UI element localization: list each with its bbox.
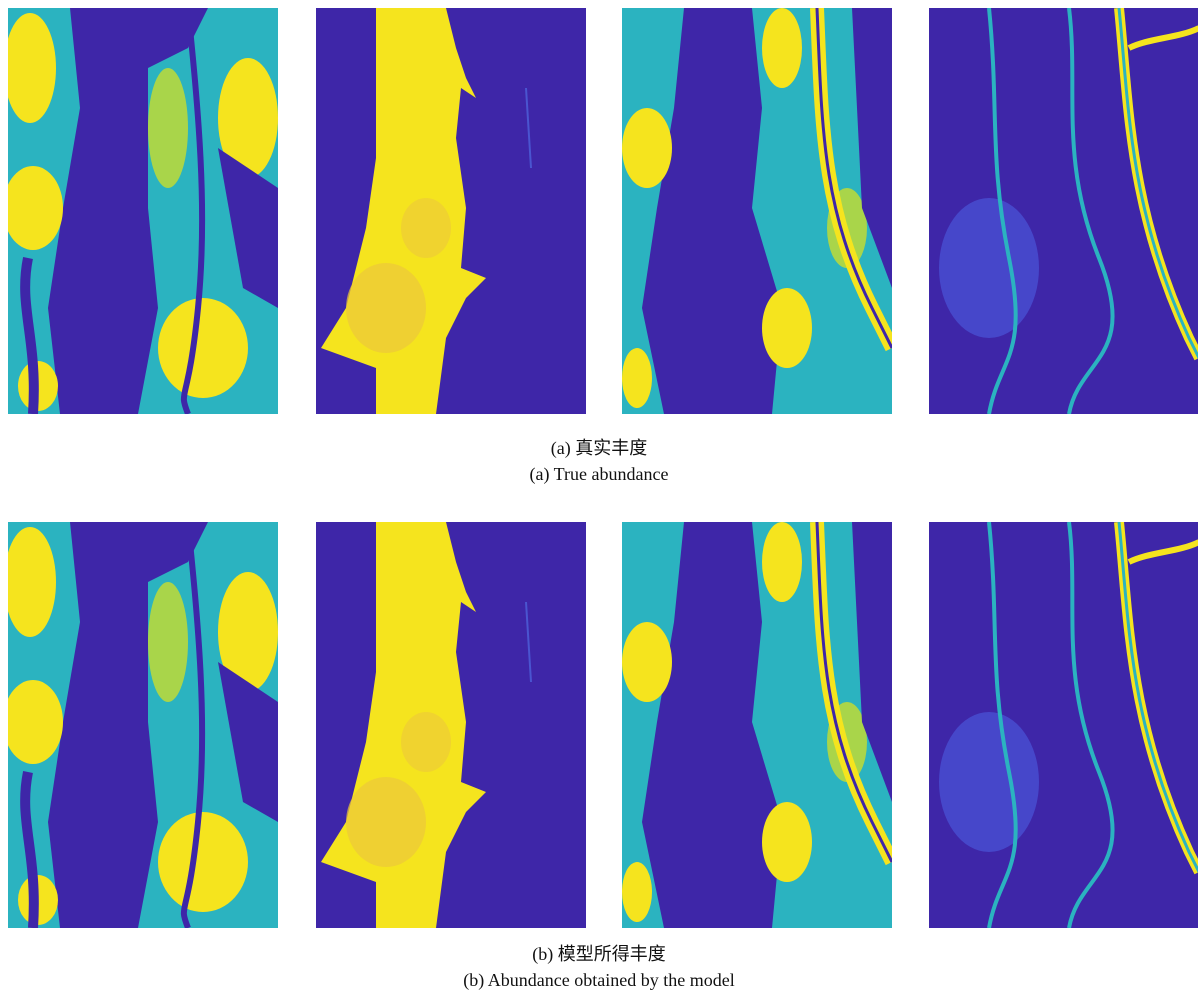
map-image [622, 8, 892, 414]
map-image [8, 8, 278, 414]
map-image [8, 522, 278, 928]
abundance-map [622, 522, 892, 928]
abundance-map [8, 522, 278, 928]
abundance-map [8, 8, 278, 414]
map-image [316, 522, 586, 928]
map-image [929, 522, 1198, 928]
abundance-map [622, 8, 892, 414]
abundance-map [316, 8, 586, 414]
abundance-map [929, 8, 1198, 414]
map-image [622, 522, 892, 928]
abundance-map [929, 522, 1198, 928]
abundance-map [316, 522, 586, 928]
caption-en: (b) Abundance obtained by the model [463, 970, 735, 990]
caption-zh: (b) 模型所得丰度 [532, 944, 666, 964]
map-image [929, 8, 1198, 414]
map-image [316, 8, 586, 414]
caption-zh: (a) 真实丰度 [550, 438, 648, 458]
caption-en: (a) True abundance [529, 464, 669, 484]
